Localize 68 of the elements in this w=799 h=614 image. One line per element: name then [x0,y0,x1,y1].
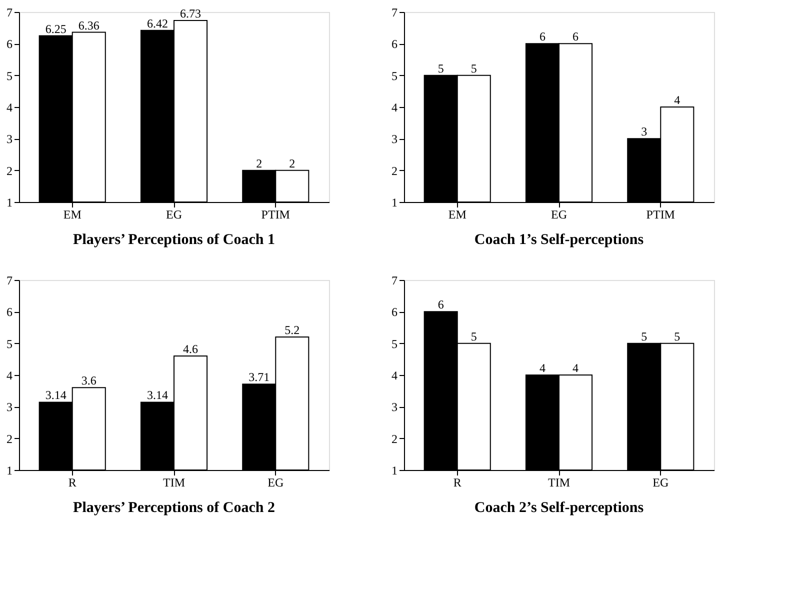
y-tick-label: 1 [392,196,398,210]
y-tick-label: 2 [392,432,398,446]
y-tick-label: 2 [6,164,12,178]
data-label: 5 [438,61,444,76]
data-label: 4 [539,361,546,375]
data-label: 5 [641,329,648,344]
text: Players’ Perceptions of Coach 2 [73,500,275,516]
data-label: 5 [674,329,680,344]
y-tick-label: 4 [392,368,398,382]
y-tick-label: 3 [6,132,12,146]
text: Coach 2’s Self-perceptions [474,500,644,516]
x-tick-label: R [453,476,462,490]
data-label: 4.6 [183,342,198,356]
data-label: 3.6 [81,374,96,388]
data-label: 5.2 [284,323,300,337]
data-label: 5 [470,329,477,344]
data-label: 6 [572,30,579,44]
data-label: 3.14 [45,388,66,402]
y-tick-label: 2 [392,164,398,178]
y-tick-label: 4 [6,100,12,114]
data-label: 3.14 [146,388,168,402]
data-label: 4 [572,361,579,375]
y-tick-label: 5 [392,336,398,351]
data-label: 2 [256,156,262,170]
y-tick-label: 7 [6,6,12,20]
data-label: 6.25 [45,22,66,36]
y-tick-label: 6 [392,37,398,52]
y-tick-label: 6 [6,37,12,52]
x-tick-label: TIM [163,476,186,490]
y-tick-label: 7 [392,6,398,20]
y-tick-label: 1 [392,464,398,478]
y-tick-label: 5 [6,68,12,83]
x-tick-label: EG [652,476,669,490]
y-tick-label: 7 [6,274,12,288]
y-tick-label: 3 [6,400,12,414]
y-tick-label: 6 [392,305,398,320]
data-label: 3 [641,124,648,139]
y-tick-label: 3 [392,400,398,414]
y-tick-label: 5 [6,336,12,351]
y-tick-label: 7 [392,274,398,288]
data-label: 6.73 [180,6,202,21]
x-tick-label: TIM [548,476,570,490]
y-tick-label: 2 [6,432,12,446]
y-tick-label: 1 [6,196,12,210]
x-tick-label: EM [448,208,467,222]
data-label: 6 [438,298,444,312]
y-tick-label: 4 [392,100,398,114]
data-label: 2 [289,156,296,170]
data-label: 3.71 [248,370,270,384]
data-label: 4 [674,93,680,107]
x-tick-label: EG [268,476,284,490]
data-label: 5 [470,61,477,76]
data-label: 6 [539,30,546,44]
y-tick-label: 6 [6,305,12,320]
x-tick-label: PTIM [261,208,290,222]
data-label: 6.42 [146,16,168,30]
data-label: 6.36 [78,18,100,32]
y-tick-label: 4 [6,368,12,382]
text: Coach 1’s Self-perceptions [474,232,644,248]
x-tick-label: EG [551,208,568,222]
x-tick-label: R [68,476,76,490]
x-tick-label: PTIM [646,208,676,222]
y-tick-label: 5 [392,68,398,83]
y-tick-label: 3 [392,132,398,146]
y-tick-label: 1 [6,464,12,478]
x-tick-label: EG [166,208,182,222]
text: Players’ Perceptions of Coach 1 [73,232,275,248]
x-tick-label: EM [63,208,82,222]
